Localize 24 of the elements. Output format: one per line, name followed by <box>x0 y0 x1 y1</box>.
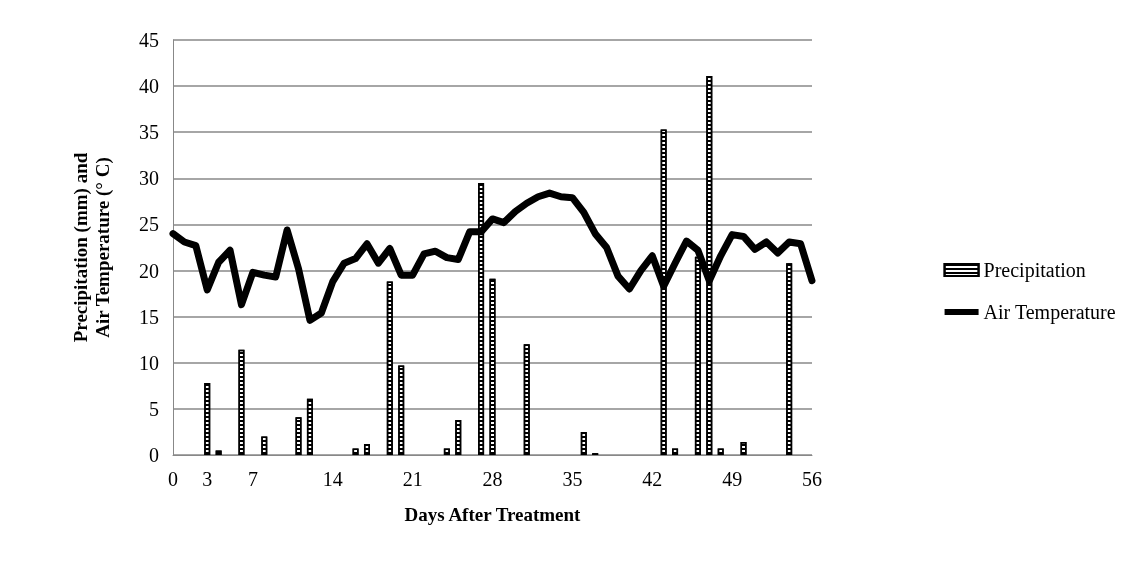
x-tick-label: 42 <box>642 468 663 490</box>
y-axis-title: Precipitation (mm) and Air Temperature (° C) <box>69 152 114 343</box>
x-tick-label: 0 <box>168 468 178 490</box>
y-tick-label: 5 <box>149 397 159 420</box>
x-tick-label: 35 <box>562 468 583 490</box>
x-tick-label: 3 <box>202 468 213 490</box>
legend-label: Air Temperature <box>983 301 1116 324</box>
x-axis-title: Days After Treatment <box>404 504 582 525</box>
y-tick-label: 30 <box>139 167 159 190</box>
y-tick-label: 0 <box>149 444 159 466</box>
y-tick-label: 40 <box>139 75 159 98</box>
y-tick-label: 15 <box>139 305 159 328</box>
x-tick-label: 7 <box>247 468 258 490</box>
x-tick-label: 21 <box>402 468 423 490</box>
y-tick-label: 35 <box>139 121 159 144</box>
x-tick-label: 14 <box>322 468 343 490</box>
x-tick-label: 56 <box>802 468 822 490</box>
legend-label: Precipitation <box>983 259 1086 282</box>
x-tick-label: 28 <box>482 468 503 490</box>
y-tick-label: 25 <box>139 213 159 236</box>
y-tick-label: 10 <box>139 351 159 374</box>
x-tick-label: 49 <box>722 468 743 490</box>
y-tick-label: 45 <box>139 29 159 51</box>
y-tick-label: 20 <box>139 259 159 282</box>
